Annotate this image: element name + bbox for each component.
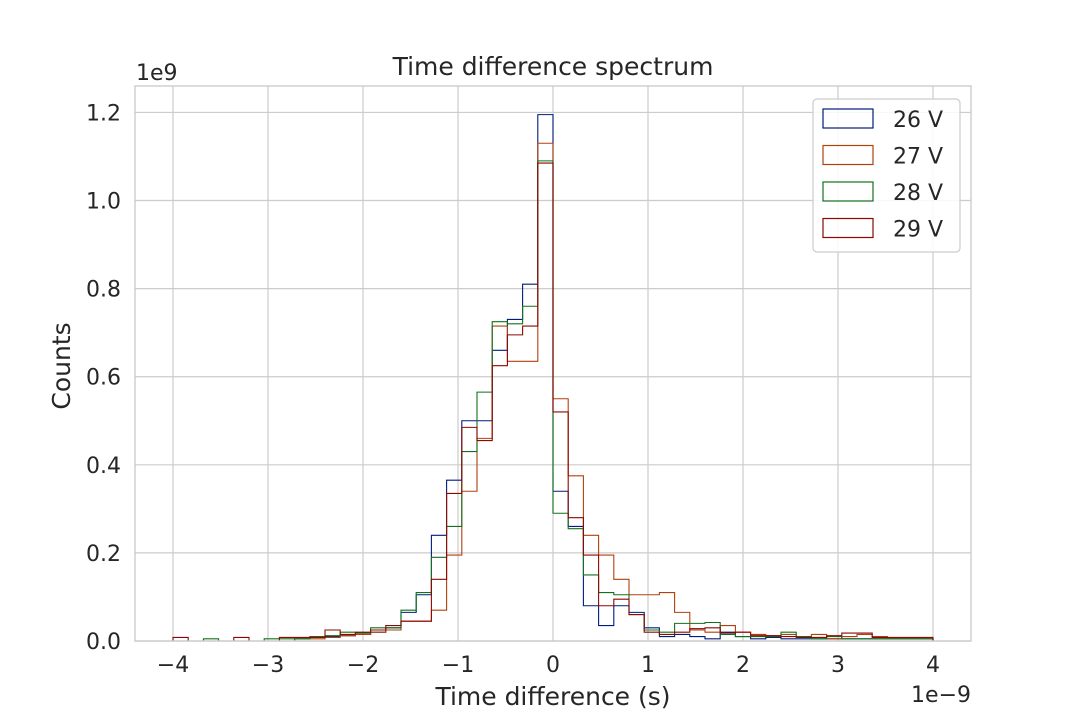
x-tick-label: −4 [157,653,189,678]
histogram-series [172,114,934,642]
y-tick-label: 1.2 [86,101,121,126]
x-axis-label: Time difference (s) [434,682,670,711]
x-tick-label: −1 [442,653,474,678]
x-tick-label: 3 [831,653,845,678]
y-offset-label: 1e9 [136,61,178,86]
legend-label: 26 V [893,108,943,133]
x-offset-label: 1e−9 [911,683,971,708]
y-axis-ticks: 0.0 0.2 0.4 0.6 0.8 1.0 1.2 [86,101,121,655]
y-tick-label: 0.8 [86,278,121,303]
legend-label: 28 V [893,181,943,206]
series-29-v-step [172,162,934,642]
legend: 26 V 27 V 28 V 29 V [812,98,961,253]
y-axis-label: Counts [47,322,76,409]
y-tick-label: 0.2 [86,542,121,567]
x-axis-ticks: −4 −3 −2 −1 0 1 2 3 4 [157,653,940,678]
series-27-v-step [173,142,934,642]
y-tick-label: 1.0 [86,190,121,215]
legend-swatch [822,144,874,166]
legend-swatch [822,108,874,129]
x-tick-label: 4 [926,653,940,678]
y-tick-label: 0.0 [86,630,121,655]
legend-swatch [822,217,874,239]
legend-label: 27 V [893,145,943,170]
x-tick-label: −3 [252,653,284,678]
plot-border [134,85,972,642]
x-tick-label: 0 [546,653,560,678]
y-tick-label: 0.4 [86,454,121,479]
legend-box [812,98,961,253]
y-tick-label: 0.6 [86,366,121,391]
legend-label: 29 V [893,218,943,243]
x-tick-label: 1 [641,653,655,678]
legend-swatch [822,181,874,202]
x-tick-label: −2 [347,653,379,678]
axes-frame [134,85,972,642]
x-tick-label: 2 [736,653,750,678]
chart-title: Time difference spectrum [392,52,714,81]
